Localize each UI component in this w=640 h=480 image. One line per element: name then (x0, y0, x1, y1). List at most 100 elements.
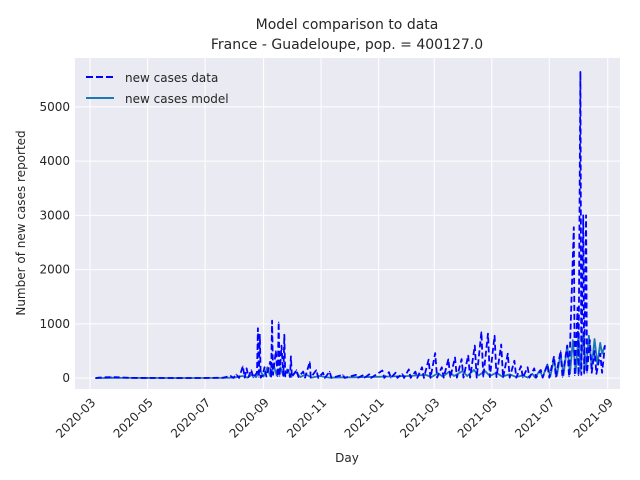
plot-area (75, 58, 620, 389)
data-point (344, 377, 346, 379)
data-point (247, 376, 250, 378)
data-point (284, 375, 286, 378)
data-point (408, 368, 410, 371)
model-point (601, 353, 603, 355)
data-point (403, 377, 405, 379)
data-point (309, 361, 311, 363)
data-point (97, 377, 100, 379)
data-point (548, 377, 550, 379)
data-point (279, 375, 281, 377)
x-tick-label: 2020-09 (227, 395, 272, 440)
model-point (477, 374, 480, 377)
data-point (315, 369, 317, 371)
model-point (461, 370, 464, 372)
data-point (449, 377, 451, 379)
data-point (507, 353, 509, 355)
data-point (542, 377, 544, 379)
data-point (342, 374, 344, 376)
data-point (270, 376, 272, 378)
data-point (250, 369, 252, 371)
data-point (95, 377, 97, 379)
data-point (560, 350, 562, 352)
data-point (540, 369, 542, 371)
data-point (410, 377, 412, 379)
y-tick-label: 0 (62, 371, 70, 385)
data-point (535, 377, 537, 379)
data-point (130, 377, 133, 379)
data-point (553, 355, 555, 358)
data-point (310, 377, 312, 379)
data-point (265, 375, 268, 378)
data-point (462, 377, 465, 379)
y-tick-label: 2000 (39, 263, 70, 277)
x-tick-label: 2021-05 (455, 395, 500, 440)
model-point (466, 375, 468, 377)
data-point (275, 350, 277, 352)
data-point (258, 376, 260, 378)
legend-model-label: new cases model (125, 92, 229, 106)
model-point (572, 339, 574, 341)
data-point (522, 377, 524, 379)
model-point (588, 335, 590, 337)
x-tick-label: 2021-03 (397, 395, 442, 440)
data-point (580, 374, 582, 376)
data-point (259, 334, 261, 336)
data-point (421, 366, 423, 368)
y-tick-label: 1000 (39, 317, 70, 331)
data-point (585, 214, 587, 216)
data-point (263, 366, 266, 368)
data-point (229, 375, 232, 377)
data-point (282, 374, 284, 377)
data-point (423, 377, 425, 379)
legend: new cases data new cases model (86, 71, 229, 106)
data-point (283, 334, 285, 336)
data-point (579, 70, 582, 73)
data-point (456, 377, 458, 379)
data-point (272, 374, 274, 376)
data-point (576, 307, 579, 309)
data-point (509, 377, 511, 379)
model-point (453, 375, 455, 377)
data-point (176, 377, 178, 379)
x-axis-ticks: 2020-03 2020-05 2020-07 2020-09 2020-11 2021-… (53, 395, 616, 440)
y-tick-label: 3000 (39, 208, 70, 222)
data-series-group (95, 70, 606, 380)
data-point (454, 356, 456, 359)
data-point (582, 214, 584, 216)
data-point (317, 377, 319, 379)
model-point (593, 338, 596, 340)
data-point (368, 373, 370, 375)
data-point (546, 363, 549, 366)
data-point (291, 376, 293, 378)
data-point (383, 377, 385, 379)
data-point (394, 372, 397, 374)
data-point (416, 377, 418, 379)
data-point (573, 226, 575, 228)
data-point (256, 372, 258, 374)
data-point (222, 377, 224, 379)
data-point (476, 377, 478, 379)
data-point (515, 377, 517, 379)
model-point (328, 377, 331, 379)
x-tick-label: 2021-01 (342, 395, 387, 440)
grid-lines (75, 58, 620, 389)
data-point (482, 376, 484, 378)
data-point (513, 360, 515, 362)
data-point (427, 359, 430, 361)
data-point (232, 377, 235, 379)
data-point (441, 366, 443, 368)
data-point (104, 376, 106, 378)
data-point (401, 373, 403, 375)
model-point (407, 375, 409, 377)
data-point (271, 320, 273, 322)
data-point (324, 377, 326, 379)
data-point (111, 376, 113, 378)
data-point (604, 344, 606, 347)
model-point (527, 377, 529, 379)
chart-subtitle: France - Guadeloupe, pop. = 400127.0 (211, 37, 483, 53)
data-point (370, 377, 372, 379)
x-tick-label: 2020-07 (168, 395, 213, 440)
data-point (493, 335, 496, 337)
model-point (255, 376, 257, 378)
